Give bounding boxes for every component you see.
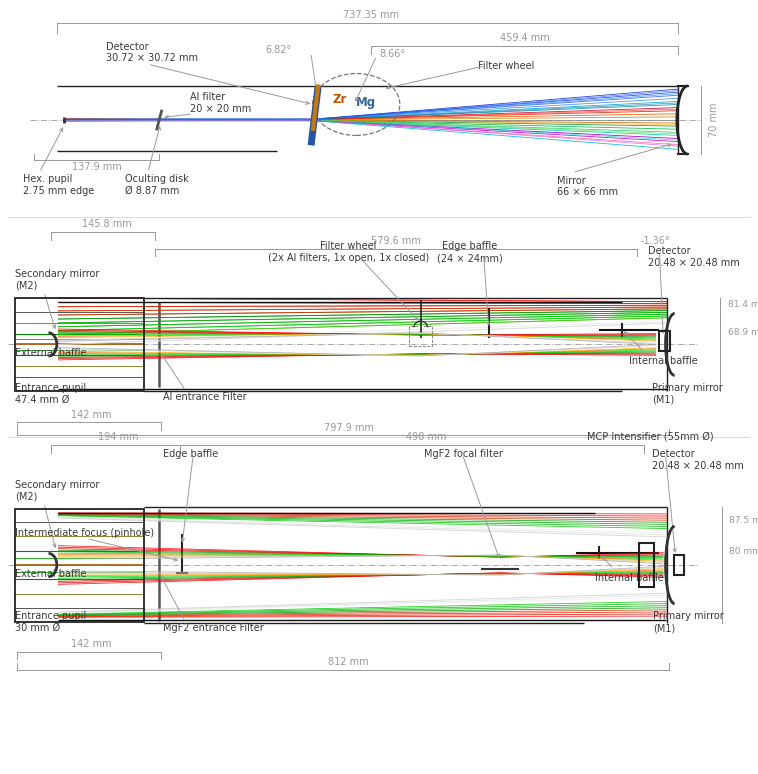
Text: 459.4 mm: 459.4 mm [500,33,550,43]
Text: Entrance pupil
30 mm Ø: Entrance pupil 30 mm Ø [15,611,86,633]
Text: Detector
20.48 × 20.48 mm: Detector 20.48 × 20.48 mm [648,246,740,268]
Text: 68.9 mm: 68.9 mm [728,328,758,337]
Text: Internal baffle: Internal baffle [629,356,698,366]
Text: -1.36°: -1.36° [641,236,670,246]
Text: 812 mm: 812 mm [328,657,369,667]
Text: MgF2 entrance Filter: MgF2 entrance Filter [163,623,264,633]
Bar [409,326,432,346]
Bar [15,298,144,391]
Text: 137.9 mm: 137.9 mm [72,162,121,172]
Text: MgF2 focal filter: MgF2 focal filter [424,449,503,459]
Text: 145.8 mm: 145.8 mm [82,219,132,229]
Bar [15,509,144,622]
Bar [639,543,654,587]
Text: 194 mm: 194 mm [98,432,139,442]
Text: 737.35 mm: 737.35 mm [343,10,399,20]
Text: Primary mirror
(M1): Primary mirror (M1) [653,611,724,633]
Text: 498 mm: 498 mm [406,432,446,442]
Text: Filter wheel: Filter wheel [478,61,534,70]
Text: 81.4 mm: 81.4 mm [728,300,758,309]
Text: 142 mm: 142 mm [70,409,111,420]
Text: External baffle: External baffle [15,569,86,579]
Text: 8.66°: 8.66° [379,50,405,59]
Text: Primary mirror
(M1): Primary mirror (M1) [652,383,722,405]
Text: Secondary mirror
(M2): Secondary mirror (M2) [15,480,99,502]
Text: Edge baffle
(24 × 24mm): Edge baffle (24 × 24mm) [437,241,503,263]
Text: Oculting disk
Ø 8.87 mm: Oculting disk Ø 8.87 mm [125,174,189,196]
Text: External baffle: External baffle [15,348,86,358]
Text: 6.82°: 6.82° [265,46,292,55]
Text: Mirror
66 × 66 mm: Mirror 66 × 66 mm [557,176,618,197]
Text: 80 mm: 80 mm [729,546,758,556]
Text: Al entrance Filter: Al entrance Filter [163,392,246,402]
Text: Intermediate focus (pinhole): Intermediate focus (pinhole) [15,528,155,538]
Text: 70 mm: 70 mm [709,103,719,137]
Text: 579.6 mm: 579.6 mm [371,236,421,246]
Text: MCP Intensifier (55mm Ø): MCP Intensifier (55mm Ø) [587,432,714,442]
Text: Detector
30.72 × 30.72 mm: Detector 30.72 × 30.72 mm [106,42,198,63]
Text: Entrance pupil
47.4 mm Ø: Entrance pupil 47.4 mm Ø [15,383,86,405]
Text: Hex. pupil
2.75 mm edge: Hex. pupil 2.75 mm edge [23,174,94,196]
Text: 87.5 mm: 87.5 mm [729,515,758,525]
Text: Detector
20.48 × 20.48 mm: Detector 20.48 × 20.48 mm [652,449,744,471]
Text: Edge baffle: Edge baffle [163,449,218,459]
Text: 797.9 mm: 797.9 mm [324,423,374,433]
Text: Filter wheel
(2x Al filters, 1x open, 1x closed): Filter wheel (2x Al filters, 1x open, 1x… [268,241,429,263]
Bar [674,555,684,575]
Text: Secondary mirror
(M2): Secondary mirror (M2) [15,269,99,290]
Text: Zr: Zr [333,94,346,106]
Bar [659,331,670,351]
Text: Al filter
20 × 20 mm: Al filter 20 × 20 mm [190,92,251,114]
Text: 142 mm: 142 mm [70,639,111,649]
Text: Mg: Mg [356,97,376,109]
Text: Internal baffle: Internal baffle [595,573,664,583]
